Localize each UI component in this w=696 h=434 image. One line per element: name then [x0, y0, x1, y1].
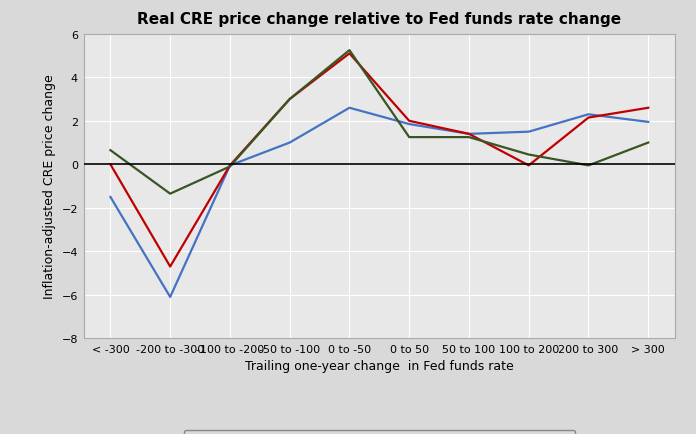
Next 2 years	[644, 106, 652, 111]
Next 2 years	[106, 162, 115, 168]
Next 5 years	[585, 163, 593, 168]
Line: Next 5 years: Next 5 years	[111, 51, 648, 194]
Legend: Next year, Next 2 years, Next 5 years: Next year, Next 2 years, Next 5 years	[184, 430, 575, 434]
Line: Next 2 years: Next 2 years	[111, 54, 648, 267]
Next year	[345, 106, 354, 111]
Next 2 years	[585, 115, 593, 121]
Next 2 years	[405, 119, 413, 124]
Line: Next year: Next year	[111, 108, 648, 297]
Next 2 years	[525, 163, 533, 168]
Title: Real CRE price change relative to Fed funds rate change: Real CRE price change relative to Fed fu…	[137, 12, 622, 26]
Next year	[405, 122, 413, 127]
Y-axis label: Inflation-adjusted CRE price change: Inflation-adjusted CRE price change	[43, 75, 56, 299]
Next 5 years	[345, 48, 354, 53]
Next 5 years	[525, 152, 533, 158]
Next 2 years	[345, 52, 354, 57]
Next 5 years	[465, 135, 473, 140]
Next 2 years	[226, 163, 234, 168]
Next year	[585, 112, 593, 118]
Next year	[285, 141, 294, 146]
Next 5 years	[644, 141, 652, 146]
Next 5 years	[106, 148, 115, 153]
Next 2 years	[285, 97, 294, 102]
Next year	[465, 132, 473, 137]
Next 5 years	[405, 135, 413, 140]
Next 2 years	[465, 132, 473, 137]
Next 5 years	[285, 97, 294, 102]
Next year	[525, 130, 533, 135]
Next year	[106, 195, 115, 200]
Next year	[166, 295, 174, 300]
Next 2 years	[166, 264, 174, 270]
Next 5 years	[226, 164, 234, 170]
Next year	[226, 163, 234, 168]
X-axis label: Trailing one-year change  in Fed funds rate: Trailing one-year change in Fed funds ra…	[245, 360, 514, 372]
Next 5 years	[166, 192, 174, 197]
Next year	[644, 120, 652, 125]
